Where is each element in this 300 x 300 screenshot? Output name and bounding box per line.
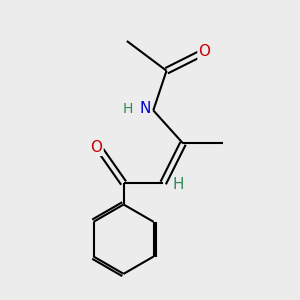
Text: O: O — [91, 140, 103, 155]
Text: H: H — [122, 102, 133, 116]
Text: N: N — [140, 101, 151, 116]
Text: H: H — [172, 177, 184, 192]
Text: O: O — [199, 44, 211, 59]
